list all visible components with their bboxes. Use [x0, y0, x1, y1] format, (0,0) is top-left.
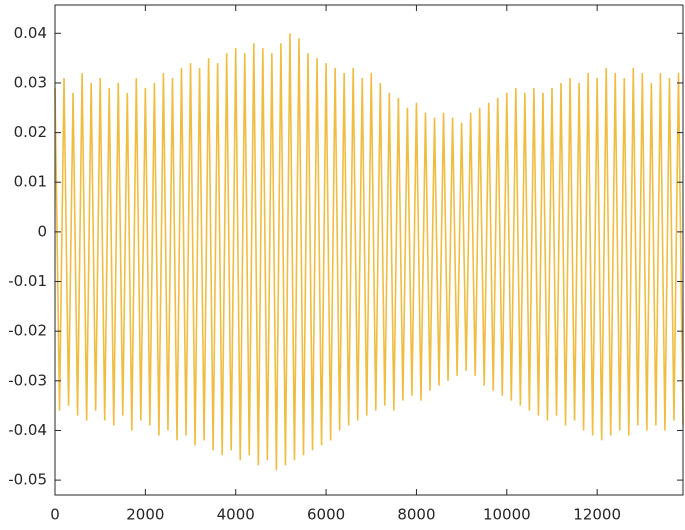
y-tick-label: 0.02: [14, 123, 47, 141]
y-tick-label: -0.05: [8, 471, 47, 489]
y-tick-label: -0.03: [8, 371, 47, 389]
x-tick-label: 4000: [217, 506, 255, 524]
x-tick-label: 6000: [307, 506, 345, 524]
signal-line: [54, 33, 684, 471]
y-tick-label: -0.04: [8, 421, 47, 439]
y-tick-label: -0.01: [8, 272, 47, 290]
plot-frame: [54, 4, 684, 496]
x-tick-label: 2000: [126, 506, 164, 524]
y-tick-label: 0.03: [14, 73, 47, 91]
y-tick-label: 0.04: [14, 24, 47, 42]
y-tick-label: 0.01: [14, 173, 47, 191]
x-tick-label: 12000: [573, 506, 621, 524]
y-tick-label: 0: [37, 222, 47, 240]
x-tick-label: 10000: [483, 506, 531, 524]
x-tick-label: 0: [50, 506, 60, 524]
y-tick-label: -0.02: [8, 322, 47, 340]
x-tick-label: 8000: [397, 506, 435, 524]
